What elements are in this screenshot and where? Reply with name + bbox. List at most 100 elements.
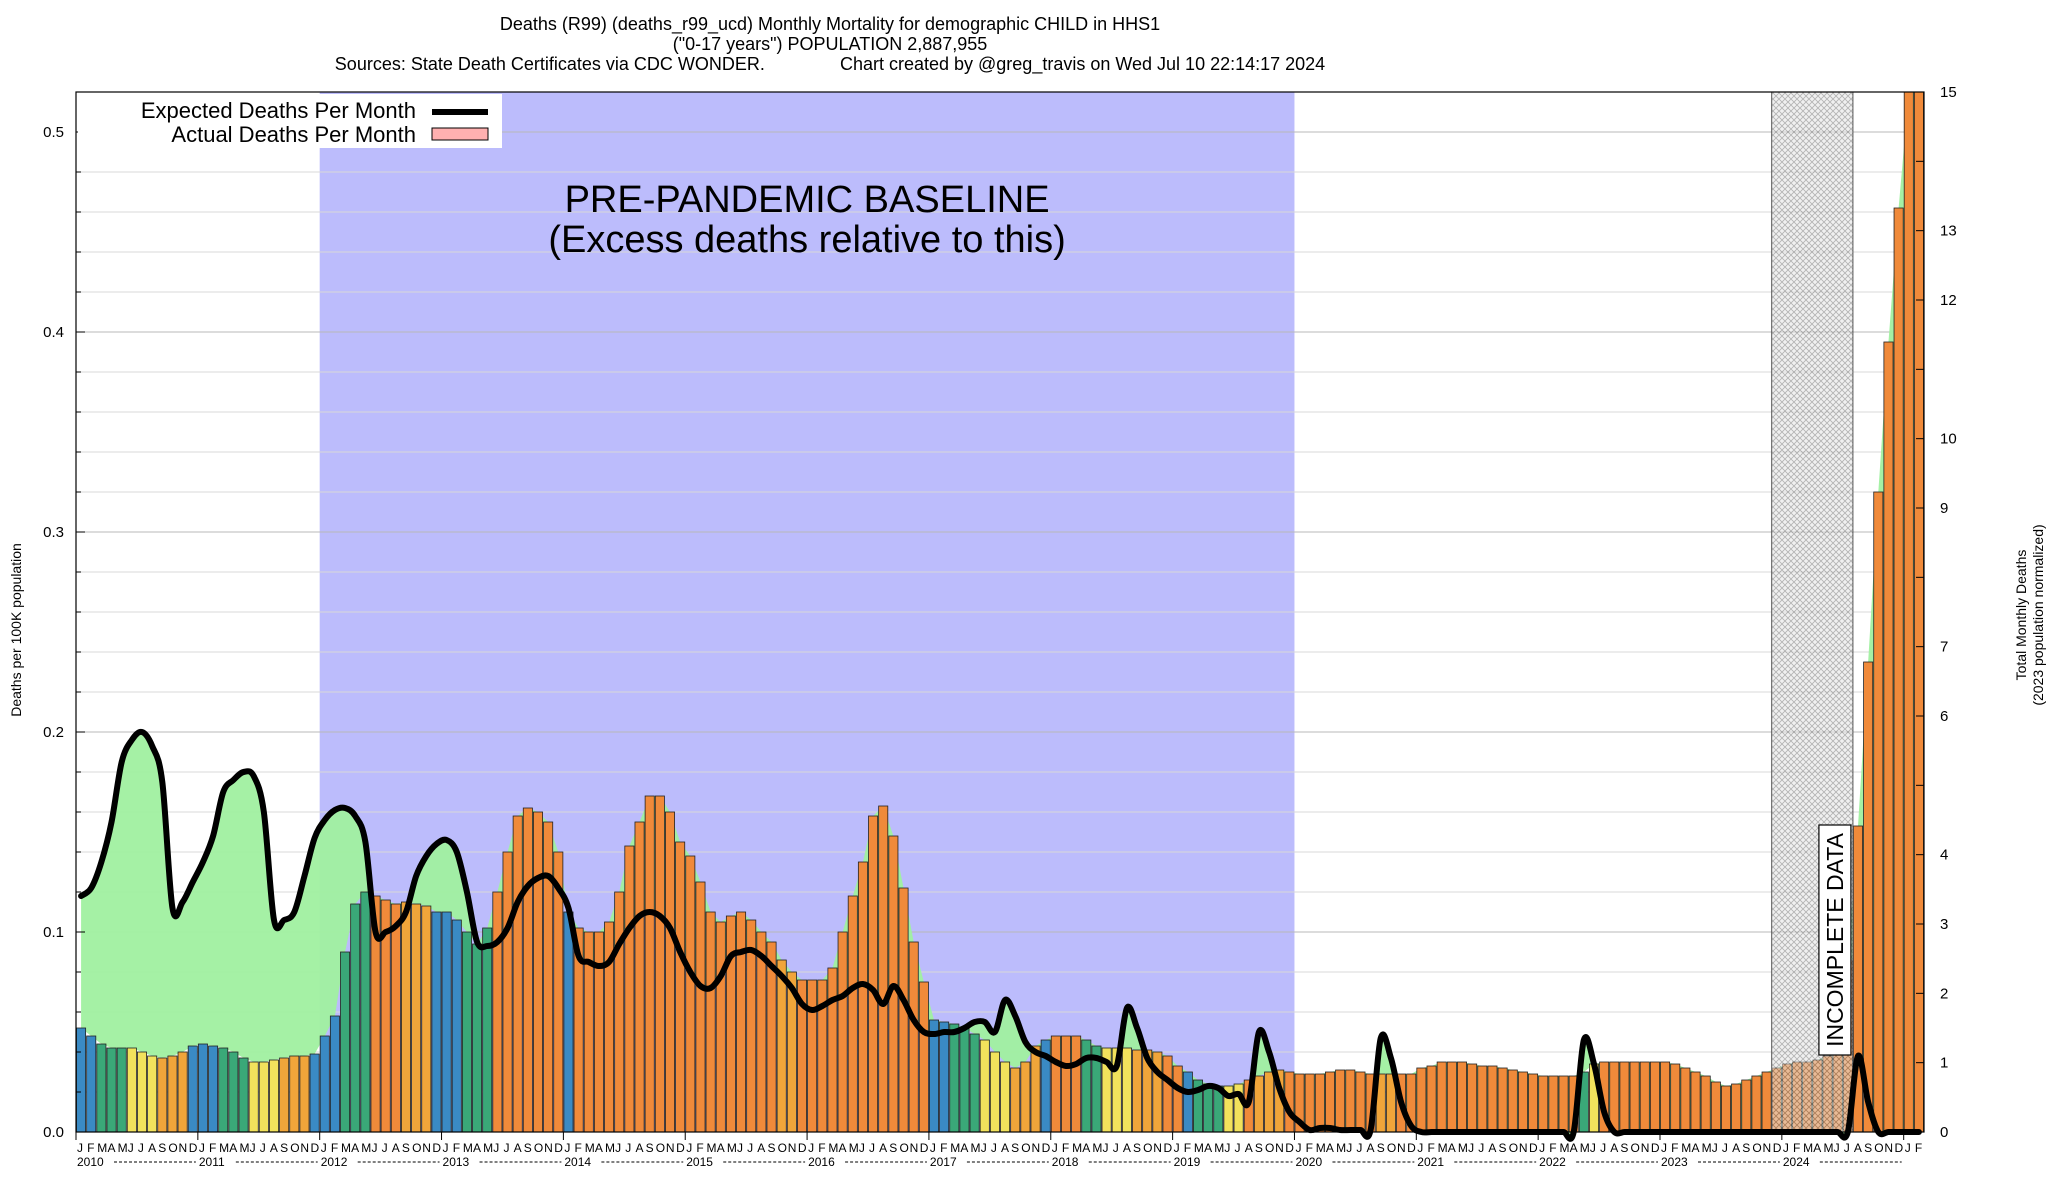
x-month-label: J	[564, 1141, 570, 1155]
x-month-label: O	[1874, 1141, 1883, 1155]
data-bar	[482, 927, 493, 1133]
x-month-label: M	[707, 1141, 717, 1155]
x-month-label: J	[747, 1141, 753, 1155]
x-month-label: N	[1884, 1141, 1893, 1155]
x-month-label: F	[209, 1141, 216, 1155]
data-bar	[1528, 1073, 1539, 1133]
data-bar	[126, 1047, 137, 1133]
chart-title: Deaths (R99) (deaths_r99_ucd) Monthly Mo…	[499, 14, 1161, 34]
x-month-label: N	[1397, 1141, 1406, 1155]
x-month-label: O	[1509, 1141, 1518, 1155]
x-year-label: 2022	[1539, 1155, 1566, 1169]
x-month-label: M	[1336, 1141, 1346, 1155]
x-month-label: M	[1559, 1141, 1569, 1155]
data-bar	[1731, 1083, 1742, 1133]
x-month-label: M	[1681, 1141, 1691, 1155]
x-month-label: A	[1813, 1141, 1821, 1155]
data-bar	[989, 1051, 1000, 1133]
legend-actual-label: Actual Deaths Per Month	[171, 122, 416, 147]
x-month-label: F	[1427, 1141, 1434, 1155]
data-bar	[461, 931, 472, 1133]
x-month-label: A	[514, 1141, 522, 1155]
x-month-label: O	[1631, 1141, 1640, 1155]
x-year-label: 2023	[1661, 1155, 1688, 1169]
x-month-label: S	[158, 1141, 166, 1155]
x-month-label: J	[686, 1141, 692, 1155]
data-bar	[969, 1033, 980, 1133]
x-month-label: J	[503, 1141, 509, 1155]
data-bar	[685, 855, 696, 1133]
expected-line-layer	[78, 728, 1922, 1142]
x-month-label: N	[910, 1141, 919, 1155]
y2-tick-label: 9	[1940, 500, 1948, 517]
data-bar	[705, 911, 716, 1133]
x-month-label: O	[778, 1141, 787, 1155]
data-bar	[451, 919, 462, 1133]
data-bar	[563, 911, 574, 1133]
x-month-label: S	[402, 1141, 410, 1155]
data-bar	[1314, 1073, 1325, 1133]
expected-deaths-line	[78, 728, 1922, 1142]
data-bar	[1710, 1081, 1721, 1133]
x-month-label: J	[859, 1141, 865, 1155]
x-month-label: O	[656, 1141, 665, 1155]
data-bar	[1355, 1071, 1366, 1133]
x-month-label: M	[605, 1141, 615, 1155]
x-month-label: A	[1610, 1141, 1618, 1155]
x-year-label: 2017	[930, 1155, 957, 1169]
x-month-label: F	[453, 1141, 460, 1155]
data-bar	[1071, 1035, 1082, 1133]
x-month-label: M	[1580, 1141, 1590, 1155]
x-month-label: M	[1702, 1141, 1712, 1155]
x-month-label: J	[321, 1141, 327, 1155]
y2-tick-label: 15	[1940, 84, 1957, 101]
x-month-label: D	[798, 1141, 807, 1155]
data-bar	[776, 959, 787, 1133]
x-year-label: 2014	[564, 1155, 591, 1169]
data-bar	[1649, 1061, 1660, 1133]
data-bar	[1030, 1045, 1041, 1133]
x-month-label: J	[1661, 1141, 1667, 1155]
y2-tick-label: 0	[1940, 1124, 1948, 1141]
data-bar	[837, 931, 848, 1133]
x-month-label: O	[899, 1141, 908, 1155]
data-bar	[1203, 1083, 1214, 1133]
x-month-label: O	[1265, 1141, 1274, 1155]
x-month-label: A	[270, 1141, 278, 1155]
data-bar	[1690, 1071, 1701, 1133]
x-month-label: J	[1113, 1141, 1119, 1155]
x-month-label: F	[331, 1141, 338, 1155]
x-month-label: A	[1488, 1141, 1496, 1155]
x-month-label: M	[727, 1141, 737, 1155]
y-tick-label: 0.3	[43, 524, 64, 541]
data-bar	[1050, 1035, 1061, 1133]
data-bar	[299, 1055, 310, 1133]
y2-tick-label: 4	[1940, 847, 1948, 864]
data-bar	[238, 1057, 249, 1133]
data-bar	[1903, 91, 1914, 1133]
data-bar	[878, 805, 889, 1133]
data-bar	[1325, 1071, 1335, 1133]
data-bar	[279, 1057, 290, 1133]
x-month-label: A	[473, 1141, 481, 1155]
data-bar	[472, 943, 483, 1133]
data-bar	[1436, 1061, 1447, 1133]
x-month-label: J	[991, 1141, 997, 1155]
data-bar	[654, 795, 665, 1133]
y-tick-label: 0.2	[43, 724, 64, 741]
data-bar	[1751, 1075, 1762, 1133]
data-bar	[86, 1035, 97, 1133]
data-bar	[1670, 1063, 1681, 1133]
data-bar	[411, 903, 422, 1133]
data-bar	[1477, 1065, 1488, 1133]
data-bar	[1497, 1067, 1508, 1133]
x-month-label: J	[1712, 1141, 1718, 1155]
x-month-label: F	[575, 1141, 582, 1155]
data-bar	[847, 895, 858, 1133]
chart-sources: Sources: State Death Certificates via CD…	[334, 54, 765, 74]
x-month-label: A	[717, 1141, 725, 1155]
x-month-label: J	[371, 1141, 377, 1155]
data-bar	[827, 967, 838, 1133]
data-bar	[1913, 91, 1924, 1133]
y-tick-label: 0.1	[43, 924, 64, 941]
